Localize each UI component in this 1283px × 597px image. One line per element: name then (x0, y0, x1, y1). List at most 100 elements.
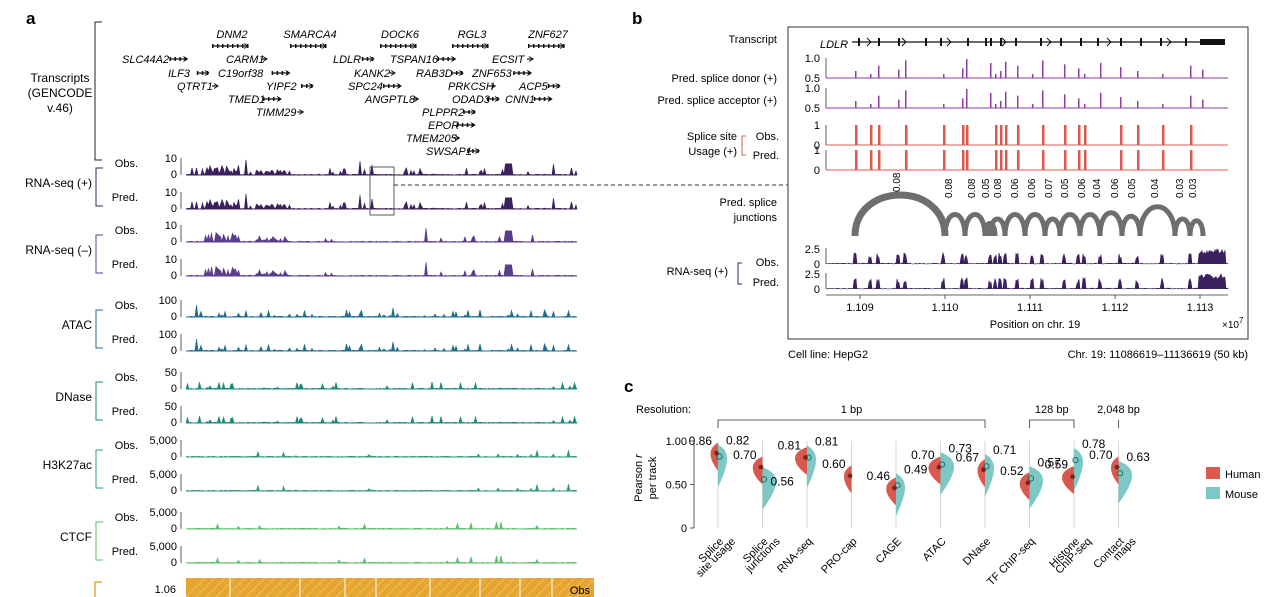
signal-spike (1137, 101, 1139, 108)
strand-arrow (213, 83, 219, 89)
exon-mark (300, 44, 302, 48)
violin-mouse (985, 454, 994, 497)
splice-usage-obs-track: 10 (814, 120, 1228, 152)
contact-texture (355, 577, 376, 597)
contact-texture (545, 577, 566, 597)
signal-spike (870, 74, 872, 78)
exon-mark (263, 97, 265, 101)
exon-mark (456, 71, 458, 75)
inset-box (369, 166, 395, 216)
signal-spike (1017, 150, 1020, 170)
exon-mark (212, 44, 214, 48)
track-tick-zero: 0 (171, 236, 177, 248)
signal-spike (1005, 150, 1008, 170)
splice-acceptor-track: 1.0 0.5 (805, 83, 1228, 115)
exon-mark (518, 71, 520, 75)
pred-label: Pred. (112, 546, 138, 558)
track-tick-max: 50 (165, 367, 177, 379)
track-bracket (95, 234, 103, 274)
exon-mark (217, 44, 219, 48)
exon-mark (278, 97, 280, 101)
exon-mark (492, 97, 494, 101)
gene-label: RAB3D (416, 68, 453, 80)
signal-trace (185, 228, 578, 244)
exon-mark (543, 97, 546, 101)
junction-value: 0.05 (981, 178, 992, 198)
exon-mark (548, 44, 550, 48)
signal-spike (962, 98, 964, 108)
exon-mark (472, 44, 474, 48)
signal-spike (962, 150, 965, 170)
ldlr-exon (925, 38, 927, 46)
legend-human-swatch (1206, 467, 1220, 479)
track-tick-max: 5,000 (149, 435, 177, 447)
value-label-human: 0.52 (1000, 464, 1024, 478)
junction-value: 0.08 (967, 178, 978, 198)
violin-human (752, 456, 763, 485)
junction-value: 0.05 (1060, 178, 1071, 198)
value-label-human: 0.70 (911, 448, 935, 462)
category-label: PRO-cap (819, 536, 859, 576)
splice-usage-obs: Obs. (756, 131, 779, 143)
category-label: TF ChIP-seq (985, 536, 1038, 589)
panel-c: Resolution: 1 bp 128 bp 2,048 bp Pearson r… (633, 404, 1260, 588)
ldlr-exon (967, 38, 969, 46)
ldlr-strand-arrow (946, 37, 952, 47)
obs-label: Obs. (115, 512, 138, 524)
exon-mark (477, 44, 479, 48)
ldlr-exon (990, 38, 992, 46)
resolution-value: 128 bp (1035, 404, 1069, 416)
contact-label: Obs (570, 585, 591, 597)
ldlr-exon (1097, 38, 1099, 46)
exon-mark (451, 71, 453, 75)
contact-texture (395, 577, 416, 597)
signal-spike (1162, 150, 1165, 170)
ldlr-exon (898, 38, 900, 46)
x-exp-pow: 7 (1239, 316, 1244, 325)
strand-arrow (414, 96, 420, 102)
splice-usage-label-2: Usage (+) (688, 146, 737, 158)
tick-zero: 0.5 (805, 103, 820, 115)
contact-texture (275, 577, 296, 597)
exon-mark (548, 97, 551, 101)
violin-mouse (896, 473, 905, 516)
signal-spike (1005, 61, 1007, 78)
panel-label-c: c (624, 377, 633, 396)
signal-spike (943, 74, 945, 78)
signal-spike (966, 59, 968, 78)
exon-mark (452, 57, 454, 61)
track-tick-max: 100 (159, 329, 177, 341)
category-label: DNase (961, 536, 993, 568)
median-human (714, 450, 719, 456)
tick-max: 2.5 (805, 244, 820, 256)
gene-label: SLC44A2 (122, 54, 169, 66)
exon-mark (552, 84, 555, 88)
track-tick-zero: 0 (171, 523, 177, 535)
splice-usage-bracket (741, 135, 746, 156)
track-tick-zero: 0 (171, 169, 177, 181)
tick-max: 1 (814, 120, 820, 132)
signal-spike (898, 69, 900, 78)
value-label-mouse: 0.71 (993, 443, 1017, 457)
tick-zero: 0.5 (805, 73, 820, 85)
track-tick-zero: 0 (171, 451, 177, 463)
gene-label: TSPAN16 (390, 54, 439, 66)
track-tick-max: 5,000 (149, 541, 177, 553)
x-tick-label: 1.113 (1187, 302, 1214, 314)
signal-trace (185, 193, 578, 210)
strand-arrow (490, 83, 497, 89)
panel-label-b: b (632, 9, 642, 28)
median-mouse (983, 463, 990, 470)
signal-spike (1190, 95, 1192, 108)
signal-spike (905, 125, 908, 145)
contact-texture (195, 577, 216, 597)
median-human (936, 464, 942, 470)
rna-obs-track: 2.50 (805, 244, 1229, 271)
gene-label: TMEM205 (406, 133, 458, 145)
pred-label: Pred. (112, 406, 138, 418)
signal-spike (870, 150, 873, 170)
exon-mark (271, 71, 274, 75)
violin-human (928, 456, 941, 485)
y-tick-label: 0.50 (666, 480, 687, 492)
